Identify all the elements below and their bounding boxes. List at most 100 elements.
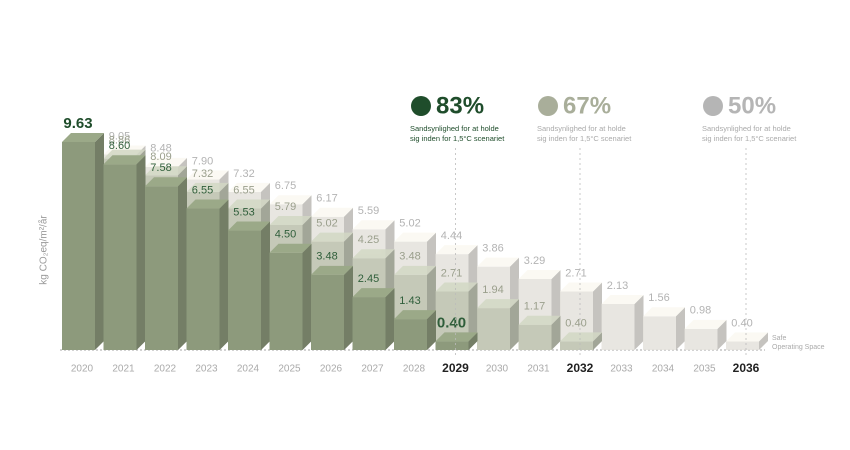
- bar-top: [477, 257, 519, 267]
- value-label: 5.53: [233, 206, 254, 218]
- x-tick-label: 2036: [733, 361, 760, 375]
- bar-front: [435, 341, 469, 350]
- bar-top: [477, 299, 519, 309]
- bar-front: [145, 186, 178, 350]
- bar-top: [518, 315, 561, 325]
- value-label: 7.32: [192, 168, 213, 180]
- bar-top: [684, 319, 727, 329]
- value-label: 5.02: [399, 217, 420, 229]
- value-label: 5.02: [316, 217, 337, 229]
- value-label: 9.63: [63, 115, 92, 132]
- value-label: 0.98: [690, 305, 711, 317]
- x-tick-label: 2029: [442, 361, 469, 375]
- value-label: 2.71: [441, 267, 462, 279]
- value-label: 5.59: [358, 205, 379, 217]
- bar: [643, 307, 685, 350]
- bar-top: [228, 221, 270, 231]
- bar-top: [269, 243, 312, 253]
- legend-description: Sandsynlighed for at holde sig inden for …: [410, 124, 505, 143]
- bar-top: [145, 166, 187, 176]
- bar: [435, 332, 478, 350]
- bar-front: [477, 308, 510, 350]
- x-tick-label: 2021: [112, 364, 135, 375]
- bar-top: [62, 133, 104, 142]
- value-label: 3.86: [482, 243, 503, 255]
- bar-top: [228, 199, 270, 209]
- value-label: 3.29: [524, 255, 545, 267]
- value-label: 1.94: [482, 284, 503, 296]
- bar-top: [145, 157, 187, 167]
- value-label: 6.17: [316, 193, 337, 205]
- value-label: 6.55: [192, 184, 213, 196]
- x-tick-label: 2027: [361, 364, 384, 375]
- bar: [145, 177, 187, 350]
- bar-side: [510, 299, 519, 350]
- legend-dot: [538, 96, 558, 116]
- bar-front: [601, 303, 635, 350]
- bar-top: [726, 332, 768, 342]
- x-tick-label: 2033: [610, 364, 633, 375]
- legend-name: 67%: [563, 92, 611, 119]
- x-tick-label: 2035: [693, 364, 716, 375]
- value-label: 3.48: [399, 251, 420, 263]
- bar-top: [186, 170, 229, 180]
- value-label: 4.25: [358, 234, 379, 246]
- bar-side: [178, 177, 187, 350]
- y-axis-label: kg CO₂eq/m²/år: [38, 215, 50, 285]
- bar-front: [394, 319, 427, 350]
- value-label: 2.71: [565, 267, 586, 279]
- x-tick-label: 2032: [567, 361, 594, 375]
- bar-front: [352, 297, 386, 350]
- value-label: 5.79: [275, 201, 296, 213]
- bar-side: [385, 288, 395, 350]
- value-label: 6.75: [275, 180, 296, 192]
- bar-top: [435, 245, 478, 255]
- value-label: 9.05: [109, 130, 130, 142]
- value-label: 8.48: [150, 143, 171, 155]
- bar: [311, 265, 353, 350]
- bar-top: [311, 265, 353, 275]
- value-label: 8.60: [109, 140, 130, 152]
- bar-side: [261, 221, 270, 350]
- bar-side: [468, 332, 478, 350]
- bar: [186, 199, 229, 350]
- x-tick-label: 2030: [486, 364, 509, 375]
- bar-side: [717, 319, 727, 350]
- value-label: 1.17: [524, 301, 545, 313]
- bar-top: [601, 294, 644, 304]
- bar-front: [311, 274, 344, 350]
- x-tick-label: 2023: [195, 364, 218, 375]
- value-label: 1.43: [399, 295, 420, 307]
- bar: [726, 332, 768, 350]
- value-label: 1.56: [648, 292, 669, 304]
- bar-top: [186, 182, 229, 192]
- bar-top: [394, 310, 436, 320]
- value-label: 7.32: [233, 168, 254, 180]
- bar: [228, 221, 270, 350]
- bar-top: [269, 215, 312, 225]
- bar: [601, 294, 644, 350]
- safe-label: Operating Space: [772, 344, 825, 351]
- legend-description: Sandsynlighed for at holde sig inden for …: [702, 124, 797, 143]
- value-label: 0.40: [565, 317, 586, 329]
- bar-front: [643, 316, 676, 350]
- bar-side: [593, 332, 602, 350]
- bar-top: [228, 182, 270, 192]
- bar-top: [394, 232, 436, 242]
- bar-side: [634, 294, 644, 350]
- x-tick-label: 2031: [527, 364, 550, 375]
- bar-side: [302, 243, 312, 350]
- value-label: 7.58: [150, 162, 171, 174]
- bar-top: [435, 332, 478, 342]
- bar-top: [560, 282, 602, 292]
- bar: [560, 332, 602, 350]
- legend-name: 83%: [436, 92, 484, 119]
- bar-front: [228, 230, 261, 350]
- bar-top: [643, 307, 685, 317]
- x-tick-label: 2034: [652, 364, 675, 375]
- bar: [518, 315, 561, 350]
- x-tick-label: 2024: [237, 364, 260, 375]
- bar-side: [676, 307, 685, 350]
- x-tick-label: 2025: [278, 364, 301, 375]
- bar-top: [352, 288, 395, 298]
